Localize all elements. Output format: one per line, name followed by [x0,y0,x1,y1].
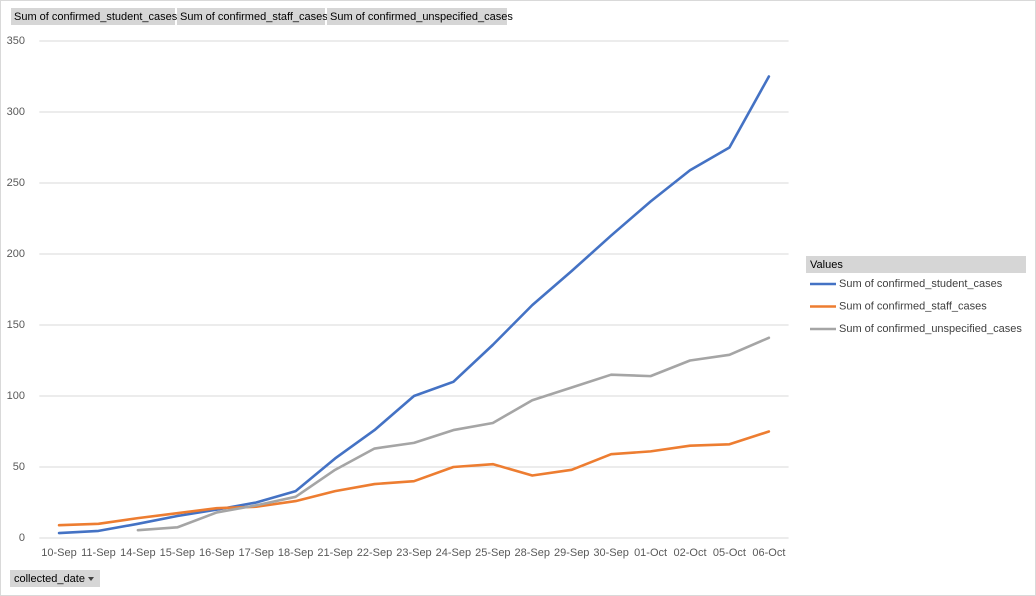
legend-header-bg[interactable] [806,256,1026,273]
field-button-bg[interactable] [177,8,325,25]
legend-label: Sum of confirmed_student_cases [839,278,1003,290]
y-tick-label: 200 [7,248,25,260]
x-field-button-label[interactable]: collected_date [14,573,85,585]
x-field-button-bg[interactable] [10,570,100,587]
field-button-label[interactable]: Sum of confirmed_unspecified_cases [330,11,513,23]
legend-title[interactable]: Values [810,259,843,271]
y-tick-label: 250 [7,177,25,189]
field-button-label[interactable]: Sum of confirmed_student_cases [14,11,178,23]
x-tick-label: 22-Sep [357,547,392,559]
y-tick-label: 150 [7,319,25,331]
x-tick-label: 10-Sep [41,547,76,559]
legend-label: Sum of confirmed_unspecified_cases [839,323,1022,335]
x-tick-label: 15-Sep [160,547,195,559]
x-tick-label: 24-Sep [436,547,471,559]
x-field-button[interactable]: collected_date [10,570,100,587]
field-button-bg[interactable] [11,8,175,25]
y-tick-label: 100 [7,390,25,402]
x-tick-label: 18-Sep [278,547,313,559]
x-tick-label: 29-Sep [554,547,589,559]
x-tick-label: 05-Oct [713,547,746,559]
x-tick-label: 25-Sep [475,547,510,559]
x-tick-label: 28-Sep [515,547,550,559]
x-tick-label: 17-Sep [238,547,273,559]
field-button-label[interactable]: Sum of confirmed_staff_cases [180,11,328,23]
x-tick-label: 16-Sep [199,547,234,559]
x-tick-label: 14-Sep [120,547,155,559]
series-line [57,75,771,535]
x-tick-label: 06-Oct [752,547,785,559]
series-line [136,336,771,532]
x-tick-label: 30-Sep [593,547,628,559]
x-tick-label: 11-Sep [81,547,116,559]
x-tick-label: 21-Sep [317,547,352,559]
x-tick-label: 02-Oct [674,547,707,559]
y-tick-label: 0 [19,532,25,544]
x-tick-label: 23-Sep [396,547,431,559]
series-line [57,430,771,527]
y-tick-label: 300 [7,106,25,118]
field-button-bg[interactable] [327,8,507,25]
y-tick-label: 50 [13,461,25,473]
dropdown-arrow[interactable] [88,577,94,581]
legend-label: Sum of confirmed_staff_cases [839,300,987,312]
y-tick-label: 350 [7,35,25,47]
x-tick-label: 01-Oct [634,547,667,559]
